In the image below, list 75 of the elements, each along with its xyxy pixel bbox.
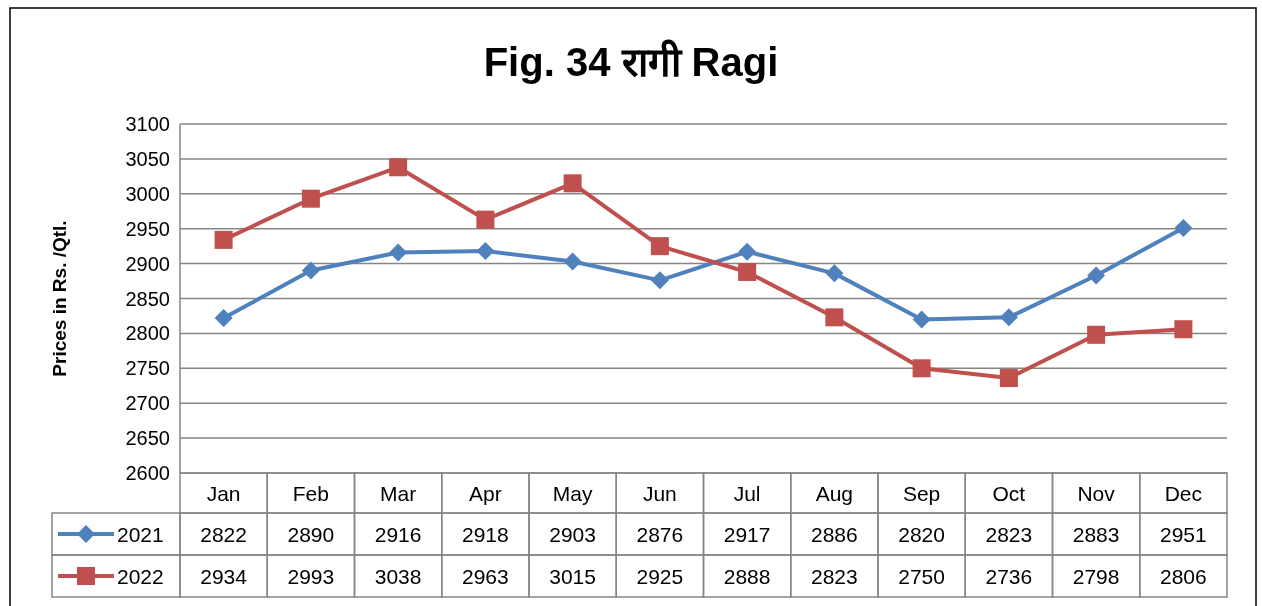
point bbox=[301, 261, 320, 280]
point bbox=[825, 308, 844, 327]
data-label: 2993 bbox=[287, 565, 335, 588]
point bbox=[301, 189, 320, 208]
x-tick-label: Dec bbox=[1164, 482, 1203, 505]
data-label: 2963 bbox=[462, 565, 509, 588]
point bbox=[476, 242, 495, 261]
x-tick-label: Jul bbox=[733, 482, 761, 505]
data-label: 2883 bbox=[1072, 523, 1120, 546]
data-label: 2823 bbox=[811, 565, 858, 588]
point bbox=[214, 309, 233, 328]
x-tick-label: Feb bbox=[292, 482, 329, 505]
data-label: 2886 bbox=[811, 523, 858, 546]
point bbox=[825, 264, 844, 283]
point bbox=[738, 242, 757, 261]
x-tick-label: Jan bbox=[206, 482, 241, 505]
data-label: 2918 bbox=[462, 523, 509, 546]
data-label: 3038 bbox=[374, 565, 422, 588]
y-tick-label: 2850 bbox=[125, 287, 170, 310]
x-tick-label: May bbox=[552, 482, 593, 505]
point bbox=[1174, 219, 1193, 237]
point bbox=[650, 237, 669, 256]
point bbox=[476, 210, 495, 229]
data-label: 2888 bbox=[723, 565, 771, 588]
data-label: 2823 bbox=[985, 523, 1033, 546]
point bbox=[738, 262, 757, 281]
point bbox=[1087, 266, 1106, 285]
y-tick-label: 2750 bbox=[125, 357, 170, 380]
data-label: 2820 bbox=[898, 523, 945, 546]
data-label: 2916 bbox=[374, 523, 422, 546]
chart-title: Fig. 34 रागी Ragi bbox=[483, 39, 779, 84]
y-tick-label: 2800 bbox=[125, 322, 170, 345]
x-tick-label: Jun bbox=[642, 482, 677, 505]
y-tick-label: 2650 bbox=[125, 427, 170, 450]
data-label: 2876 bbox=[636, 523, 684, 546]
point bbox=[999, 369, 1018, 388]
point bbox=[1087, 325, 1106, 344]
point bbox=[1174, 320, 1193, 339]
point bbox=[912, 359, 931, 378]
y-tick-label: 2950 bbox=[125, 217, 170, 240]
point bbox=[389, 158, 408, 177]
data-label: 2822 bbox=[200, 523, 247, 546]
point bbox=[650, 271, 669, 290]
y-axis-title: Prices in Rs. /Qtl. bbox=[49, 220, 70, 377]
legend-label: 2022 bbox=[117, 565, 164, 588]
data-label: 3015 bbox=[549, 565, 596, 588]
x-tick-label: Apr bbox=[469, 482, 502, 505]
data-label: 2925 bbox=[636, 565, 684, 588]
data-label: 2903 bbox=[549, 523, 596, 546]
point bbox=[999, 308, 1018, 327]
y-tick-label: 3100 bbox=[125, 113, 170, 135]
y-tick-label: 3050 bbox=[125, 147, 170, 170]
x-tick-label: Aug bbox=[815, 482, 854, 505]
legend-label: 2021 bbox=[117, 523, 164, 546]
data-label: 2798 bbox=[1072, 565, 1120, 588]
point bbox=[563, 174, 582, 193]
x-tick-label: Mar bbox=[380, 482, 417, 505]
point bbox=[912, 310, 931, 329]
data-label: 2934 bbox=[200, 565, 248, 588]
y-tick-label: 3000 bbox=[125, 182, 170, 205]
x-tick-label: Nov bbox=[1077, 482, 1116, 505]
data-label: 2806 bbox=[1160, 565, 1207, 588]
y-tick-label: 2600 bbox=[125, 462, 170, 484]
data-label: 2736 bbox=[985, 565, 1033, 588]
x-tick-label: Oct bbox=[992, 482, 1026, 505]
data-label: 2917 bbox=[723, 523, 771, 546]
point bbox=[214, 230, 233, 249]
point bbox=[563, 252, 582, 271]
data-label: 2890 bbox=[287, 523, 335, 546]
data-label: 2951 bbox=[1160, 523, 1207, 546]
x-tick-label: Sep bbox=[902, 482, 941, 505]
point bbox=[389, 243, 408, 262]
data-label: 2750 bbox=[898, 565, 945, 588]
y-tick-label: 2700 bbox=[125, 392, 170, 415]
y-tick-label: 2900 bbox=[125, 252, 170, 275]
